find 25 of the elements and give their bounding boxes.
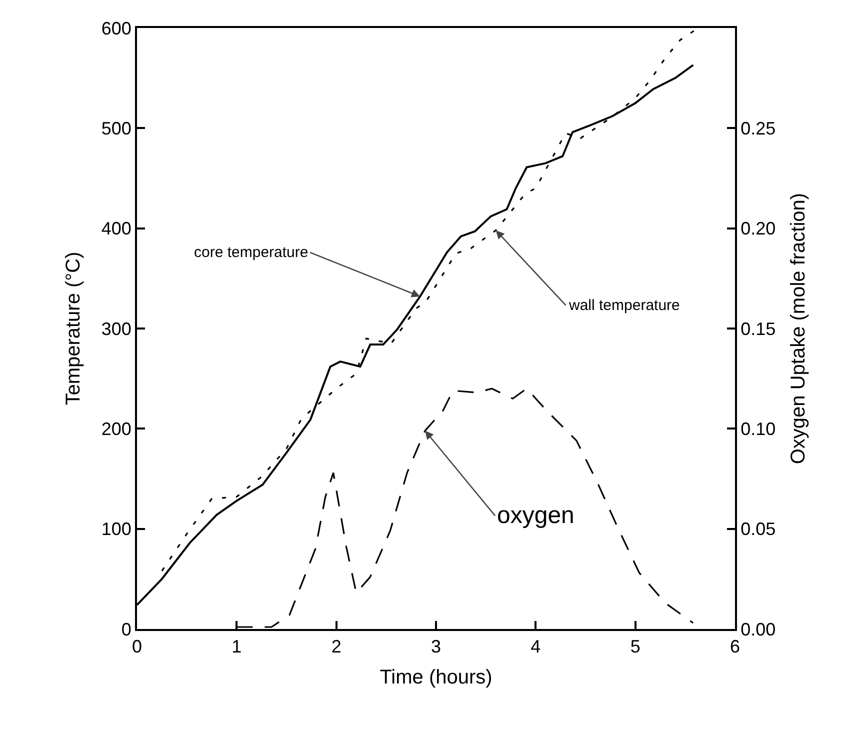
y-tick-label: 500 [101, 118, 132, 138]
y-tick-label: 300 [101, 318, 132, 339]
y-tick-label: 400 [101, 218, 132, 239]
y-tick-label: 100 [101, 519, 132, 540]
y2-tick-label: 0.05 [740, 519, 776, 540]
x-tick-label: 5 [630, 636, 640, 657]
y2-tick-label: 0.20 [740, 218, 776, 239]
y-tick-label: 600 [101, 18, 132, 38]
y-axis-title: Temperature (°C) [62, 252, 84, 406]
y-tick-label: 200 [101, 418, 132, 439]
x-tick-label: 6 [730, 636, 740, 657]
annotation: oxygen [497, 502, 574, 529]
x-tick-label: 2 [331, 636, 342, 657]
y2-tick-label: 0.25 [740, 118, 776, 138]
x-tick-label: 1 [232, 636, 242, 657]
annotation: wall temperature [568, 297, 680, 314]
annotation: core temperature [194, 244, 308, 261]
y2-tick-label: 0.15 [740, 318, 776, 339]
x-tick-label: 3 [430, 636, 442, 657]
x-axis-title: Time (hours) [380, 666, 492, 689]
x-tick-label: 4 [530, 636, 541, 657]
y2-tick-label: 0.00 [740, 619, 776, 640]
y2-tick-label: 0.10 [740, 418, 776, 439]
y-tick-label: 0 [121, 619, 132, 640]
y2-axis-title: Oxygen Uptake (mole fraction) [788, 192, 810, 464]
